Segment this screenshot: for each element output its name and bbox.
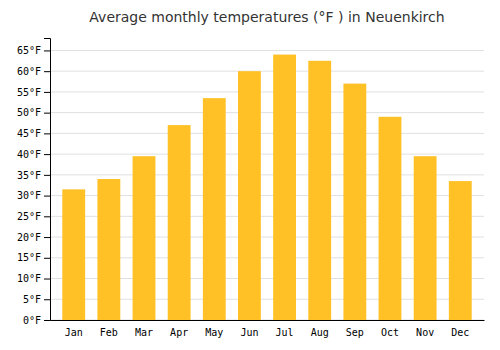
- grid-line: [50, 112, 484, 113]
- y-tick-label: 40°F: [17, 149, 41, 160]
- y-tick-label: 65°F: [17, 45, 41, 56]
- x-tick-label: Mar: [135, 327, 153, 338]
- bar: [449, 181, 472, 320]
- y-tick-label: 25°F: [17, 211, 41, 222]
- x-tick-label: Sep: [346, 327, 364, 338]
- bar: [308, 61, 331, 320]
- grid-line: [50, 133, 484, 134]
- x-tick-label: Feb: [100, 327, 118, 338]
- y-tick-label: 20°F: [17, 232, 41, 243]
- grid-line: [50, 154, 484, 155]
- y-tick-mark: [44, 154, 50, 155]
- plot-root: 0°F 5°F 10°F 15°F 20°F 25°F 30°F 35°F 40°F 45°F 50…: [17, 39, 485, 339]
- y-tick-label: 5°F: [23, 294, 41, 305]
- y-tick-label: 60°F: [17, 66, 41, 77]
- y-tick-label: 15°F: [17, 252, 41, 263]
- x-tick: Apr: [170, 327, 188, 338]
- y-tick-mark: [44, 133, 50, 134]
- y-tick: 45°F: [17, 128, 50, 139]
- y-tick: 55°F: [17, 87, 50, 98]
- y-tick-label: 35°F: [17, 170, 41, 181]
- x-tick-label: Oct: [381, 327, 399, 338]
- y-tick-label: 0°F: [23, 315, 41, 326]
- x-tick: Mar: [135, 327, 153, 338]
- chart-container: Average monthly temperatures (°F ) in Ne…: [0, 0, 500, 350]
- x-tick-label: Jan: [65, 327, 83, 338]
- y-tick: 30°F: [17, 190, 50, 201]
- y-tick-label: 30°F: [17, 190, 41, 201]
- bar: [168, 125, 191, 320]
- bar: [379, 117, 402, 320]
- y-tick-mark: [44, 175, 50, 176]
- grid: [50, 50, 484, 320]
- y-tick-mark: [44, 92, 50, 93]
- x-tick-label: Dec: [451, 327, 469, 338]
- grid-line: [50, 71, 484, 72]
- bar: [238, 71, 261, 320]
- y-tick: 5°F: [23, 294, 50, 305]
- bar: [62, 189, 85, 320]
- x-tick: Sep: [346, 327, 364, 338]
- x-tick-label: Jul: [276, 327, 294, 338]
- y-tick-mark: [44, 258, 50, 259]
- y-tick: 25°F: [17, 211, 50, 222]
- x-axis-line: [51, 320, 485, 321]
- x-tick: Aug: [311, 327, 329, 338]
- y-tick-mark: [44, 71, 50, 72]
- y-tick-mark: [44, 216, 50, 217]
- y-tick-mark: [44, 299, 50, 300]
- grid-line: [50, 91, 484, 92]
- bar: [343, 84, 366, 320]
- y-tick: 60°F: [17, 66, 50, 77]
- y-tick: 20°F: [17, 232, 50, 243]
- x-tick: Dec: [451, 327, 469, 338]
- bar: [133, 156, 156, 320]
- y-axis: 0°F 5°F 10°F 15°F 20°F 25°F 30°F 35°F 40°F 45°F 50…: [17, 39, 51, 326]
- y-tick-mark: [44, 279, 50, 280]
- y-tick: 65°F: [17, 45, 50, 56]
- grid-line: [50, 50, 484, 51]
- x-tick: May: [205, 327, 223, 338]
- y-tick: 50°F: [17, 107, 50, 118]
- bar: [414, 156, 437, 320]
- y-tick-mark: [44, 237, 50, 238]
- y-tick-mark: [44, 113, 50, 114]
- y-tick: 35°F: [17, 170, 50, 181]
- x-tick: Jul: [276, 327, 294, 338]
- x-tick: Jun: [240, 327, 258, 338]
- y-tick: 40°F: [17, 149, 50, 160]
- y-tick-label: 10°F: [17, 273, 41, 284]
- y-tick-mark: [44, 196, 50, 197]
- chart-title: Average monthly temperatures (°F ) in Ne…: [89, 9, 444, 25]
- bar: [97, 179, 120, 320]
- x-axis: Jan Feb Mar Apr May Jun Jul Aug Sep Oct Nov Dec: [51, 321, 485, 339]
- x-tick-label: Aug: [311, 327, 329, 338]
- y-tick: 15°F: [17, 252, 50, 263]
- bar: [203, 98, 226, 320]
- bars: [62, 55, 471, 320]
- y-tick-label: 45°F: [17, 128, 41, 139]
- chart-svg: Average monthly temperatures (°F ) in Ne…: [0, 0, 500, 350]
- y-tick: 10°F: [17, 273, 50, 284]
- x-tick-label: May: [205, 327, 223, 338]
- x-tick: Nov: [416, 327, 434, 338]
- x-tick: Oct: [381, 327, 399, 338]
- x-tick-label: Jun: [240, 327, 258, 338]
- bar: [273, 55, 296, 320]
- x-tick-label: Nov: [416, 327, 434, 338]
- x-tick: Jan: [65, 327, 83, 338]
- y-axis-line: [44, 39, 51, 321]
- y-tick-label: 55°F: [17, 87, 41, 98]
- x-tick: Feb: [100, 327, 118, 338]
- y-tick: 0°F: [23, 315, 50, 326]
- y-tick-label: 50°F: [17, 107, 41, 118]
- y-tick-mark: [44, 50, 50, 51]
- y-tick-mark: [44, 320, 50, 321]
- x-tick-label: Apr: [170, 327, 188, 338]
